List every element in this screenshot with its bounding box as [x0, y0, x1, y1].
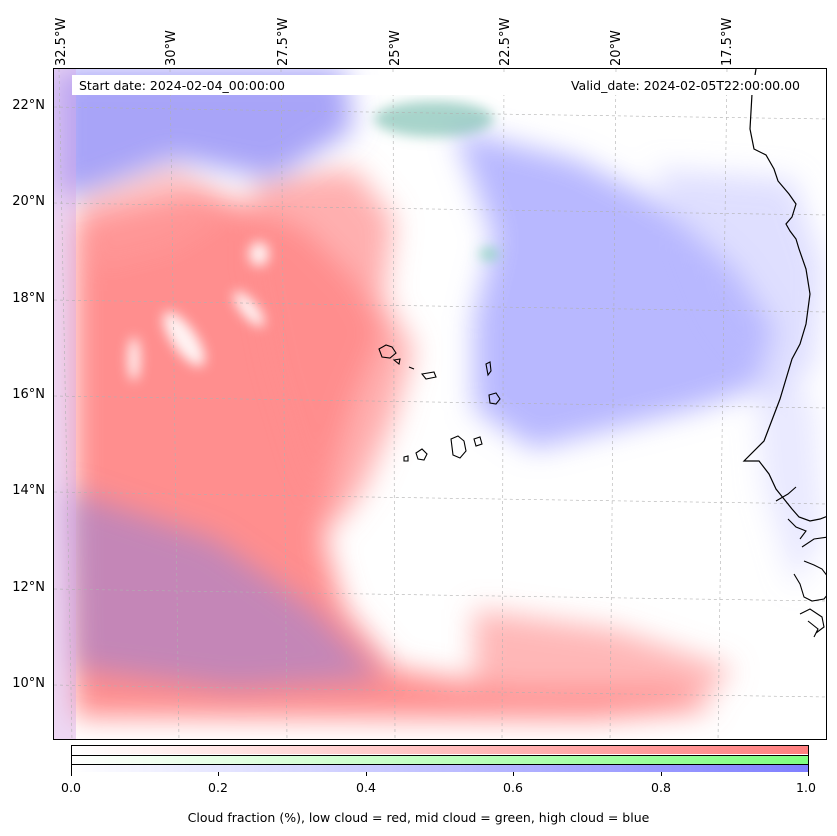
lat-label-14n: 14°N [12, 483, 45, 498]
colorbar-tick-0-4: 0.4 [356, 780, 376, 795]
lon-label-27-5w: 27.5°W [276, 17, 291, 66]
colorbar-tick-0-0: 0.0 [61, 780, 81, 795]
cape-verde-islands [378, 344, 501, 462]
cloud-fraction-map [53, 68, 827, 740]
colorbar-tickmark [366, 772, 367, 776]
colorbar-tick-1-0: 1.0 [796, 780, 816, 795]
coast-estuary [775, 486, 826, 638]
colorbar-tickmark [218, 772, 219, 776]
colorbar-tickmark [661, 772, 662, 776]
header-band [72, 75, 809, 95]
lon-label-30w: 30°W [164, 30, 179, 66]
colorbar-low-cloud-strip [72, 746, 808, 754]
colorbar-tickmark [808, 772, 809, 776]
valid-date-label: Valid_date: 2024-02-05T22:00:00.00 [570, 78, 800, 93]
gridlines [54, 69, 826, 739]
lat-label-12n: 12°N [12, 580, 45, 595]
colorbar-tick-0-8: 0.8 [651, 780, 671, 795]
lat-label-22n: 22°N [12, 98, 45, 113]
colorbar-caption: Cloud fraction (%), low cloud = red, mid… [187, 810, 650, 825]
lat-label-16n: 16°N [12, 387, 45, 402]
africa-coastline [742, 69, 826, 522]
colorbar-tick-0-2: 0.2 [208, 780, 228, 795]
coast-south [793, 573, 826, 602]
lon-label-17-5w: 17.5°W [720, 17, 735, 66]
colorbar-tick-0-6: 0.6 [503, 780, 523, 795]
colorbar-mid-cloud-strip [72, 755, 808, 764]
lat-label-10n: 10°N [12, 676, 45, 691]
domain-edge [54, 69, 76, 739]
lon-label-25w: 25°W [388, 30, 403, 66]
colorbar-tickmark [513, 772, 514, 776]
lon-label-32-5w: 32.5°W [54, 17, 69, 66]
lon-label-22-5w: 22.5°W [498, 17, 513, 66]
lon-label-20w: 20°W [609, 30, 624, 66]
colorbar-high-cloud-strip [72, 764, 808, 772]
colorbar-tickmark [71, 772, 72, 776]
colorbar [71, 745, 809, 772]
mid-cloud-region [374, 101, 499, 260]
map-canvas [54, 69, 826, 739]
lat-label-20n: 20°N [12, 194, 45, 209]
lat-label-18n: 18°N [12, 291, 45, 306]
high-cloud-region [54, 69, 824, 689]
start-date-label: Start date: 2024-02-04_00:00:00 [79, 78, 285, 93]
clear-patches [128, 242, 269, 381]
